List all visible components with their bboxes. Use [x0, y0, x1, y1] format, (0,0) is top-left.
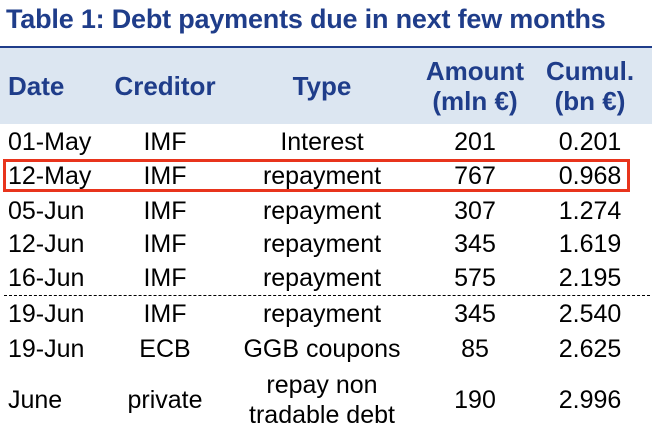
cell-creditor: IMF — [143, 162, 187, 190]
header-cumul-label: Cumul. — [545, 56, 635, 86]
cell-amount: 190 — [454, 386, 496, 414]
cell-type-text-line1: repay non — [266, 371, 378, 399]
cell-type-text: GGB coupons — [243, 335, 401, 363]
table-header-background — [0, 48, 652, 124]
header-date-label: Date — [8, 71, 65, 101]
cell-type-text: repayment — [262, 197, 382, 225]
header-creditor-label: Creditor — [114, 71, 216, 101]
cell-amount: 345 — [454, 300, 496, 328]
header-amount-unit: (mln €) — [432, 86, 518, 116]
cell-cumul: 2.195 — [558, 264, 622, 292]
cell-date: June — [8, 386, 63, 414]
dashed-divider — [4, 295, 650, 296]
cell-type: repayment — [222, 228, 422, 260]
cell-type: repayment — [222, 298, 422, 330]
table-row: 01-May IMF Interest 201 0.201 — [0, 126, 652, 158]
cell-creditor: private — [127, 386, 203, 414]
table-row: 12-Jun IMF repayment 345 1.619 — [0, 228, 652, 260]
title-divider — [0, 46, 652, 48]
cell-type-text: repayment — [262, 230, 382, 258]
cell-cumul: 0.201 — [558, 128, 622, 156]
cell-cumul: 1.274 — [558, 197, 622, 225]
cell-date: 12-May — [8, 162, 92, 190]
cell-cumul: 2.540 — [558, 300, 622, 328]
table-row: 16-Jun IMF repayment 575 2.195 — [0, 262, 652, 294]
cell-amount: 201 — [454, 128, 496, 156]
cell-date: 19-Jun — [8, 300, 85, 328]
header-creditor: Creditor — [114, 48, 216, 124]
cell-type-text: Interest — [280, 128, 364, 156]
cell-creditor: IMF — [143, 300, 187, 328]
cell-type: repayment — [222, 195, 422, 227]
cell-type-text: repayment — [262, 300, 382, 328]
cell-amount: 85 — [461, 335, 489, 363]
cell-type: Interest — [222, 126, 422, 158]
cell-type: repayment — [222, 262, 422, 294]
cell-type-text: repayment — [262, 264, 382, 292]
header-type: Type — [222, 48, 422, 124]
cell-type: repay non tradable debt — [222, 368, 422, 432]
cell-creditor: IMF — [143, 197, 187, 225]
cell-cumul: 2.996 — [558, 386, 622, 414]
cell-cumul: 2.625 — [558, 335, 622, 363]
cell-date: 05-Jun — [8, 197, 85, 225]
table-row: 19-Jun ECB GGB coupons 85 2.625 — [0, 333, 652, 365]
table-row-highlighted: 12-May IMF repayment 767 0.968 — [0, 160, 652, 192]
header-type-label: Type — [292, 71, 352, 101]
cell-type: GGB coupons — [222, 333, 422, 365]
header-cumul: Cumul. (bn €) — [530, 48, 650, 124]
cell-cumul: 1.619 — [558, 230, 622, 258]
cell-amount: 345 — [454, 230, 496, 258]
cell-type: repayment — [222, 160, 422, 192]
cell-amount: 575 — [454, 264, 496, 292]
cell-date: 12-Jun — [8, 230, 85, 258]
header-amount: Amount (mln €) — [415, 48, 535, 124]
table-row: 05-Jun IMF repayment 307 1.274 — [0, 195, 652, 227]
cell-date: 01-May — [8, 128, 92, 156]
cell-cumul: 0.968 — [558, 162, 622, 190]
header-amount-label: Amount — [425, 56, 525, 86]
highlight-box — [3, 159, 630, 192]
cell-date: 19-Jun — [8, 335, 85, 363]
cell-creditor: IMF — [143, 128, 187, 156]
table-row: June private repay non tradable debt 190… — [0, 368, 652, 432]
table-row: 19-Jun IMF repayment 345 2.540 — [0, 298, 652, 330]
cell-type-text-line2: tradable debt — [249, 401, 395, 429]
cell-type-text: repayment — [262, 162, 382, 190]
table-title: Table 1: Debt payments due in next few m… — [6, 4, 606, 34]
cell-creditor: IMF — [143, 264, 187, 292]
header-date: Date — [8, 48, 118, 124]
cell-amount: 307 — [454, 197, 496, 225]
cell-amount: 767 — [454, 162, 496, 190]
header-cumul-unit: (bn €) — [554, 86, 626, 116]
cell-date: 16-Jun — [8, 264, 85, 292]
cell-creditor: ECB — [139, 335, 191, 363]
cell-creditor: IMF — [143, 230, 187, 258]
